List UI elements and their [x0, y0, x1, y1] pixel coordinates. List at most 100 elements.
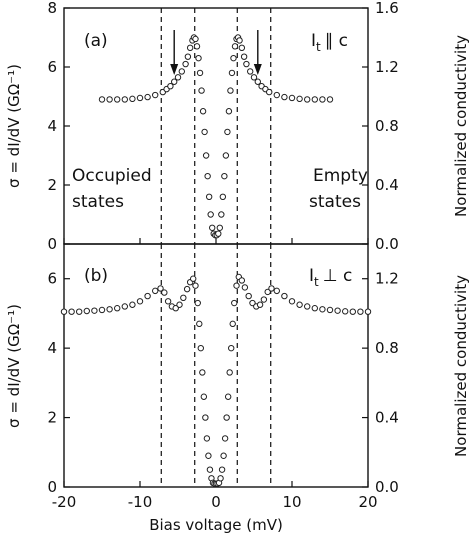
data-point-b-65: [311, 305, 318, 312]
x-tick-label-2: 0: [211, 493, 221, 511]
data-point-a-12: [174, 74, 182, 81]
data-point-a-65: [326, 96, 334, 103]
panel-b-orientation: It ⊥ c: [309, 266, 352, 289]
data-point-a-30: [209, 224, 216, 231]
y2-tick-label-a-4: 1.6: [375, 0, 399, 17]
panel-b-ticks: 0 2 4 6 0.0 0.4 0.8 1.2 -20 -10 0 10 20: [47, 270, 398, 511]
data-point-b-20: [183, 285, 191, 293]
data-point-b-8: [121, 303, 129, 310]
data-point-b-61: [281, 292, 288, 300]
data-point-b-14: [161, 289, 168, 296]
data-point-a-62: [304, 96, 311, 103]
panel-b-orientation-sub: t: [314, 275, 319, 289]
panel-a-data-points: [98, 34, 334, 239]
data-point-a-52: [247, 68, 254, 75]
data-point-b-43: [223, 414, 230, 421]
data-point-a-64: [319, 96, 326, 103]
data-point-b-7: [114, 305, 121, 312]
data-point-a-36: [218, 211, 225, 218]
data-point-b-22: [190, 275, 197, 282]
data-point-b-49: [233, 282, 240, 289]
data-point-a-3: [121, 96, 129, 103]
data-point-a-4: [129, 95, 136, 103]
data-point-a-24: [199, 108, 207, 115]
data-point-b-1: [68, 308, 75, 315]
y2-tick-label-b-2: 0.8: [375, 339, 399, 357]
panel-b-label: (b): [84, 266, 108, 286]
data-point-b-56: [256, 301, 264, 308]
y2-tick-label-b-0: 0.0: [375, 478, 399, 496]
data-point-a-23: [198, 87, 205, 94]
y-tick-label-a-2: 4: [47, 117, 57, 135]
data-point-a-27: [204, 172, 211, 180]
data-point-b-69: [342, 308, 349, 315]
y-tick-label-a-4: 8: [47, 0, 57, 17]
data-point-b-44: [224, 393, 232, 400]
data-point-a-19: [192, 35, 199, 43]
data-point-a-63: [311, 96, 318, 103]
data-point-a-48: [236, 37, 243, 44]
data-point-b-48: [231, 299, 238, 307]
data-point-b-15: [164, 298, 172, 305]
data-point-b-71: [357, 308, 364, 315]
data-point-a-61: [296, 95, 303, 103]
empty-states-line1: Empty: [313, 166, 368, 186]
data-point-b-19: [180, 294, 187, 302]
panel-a-orientation-sub: t: [316, 40, 321, 54]
data-point-a-40: [224, 128, 231, 136]
occupied-states-line1: Occupied: [72, 166, 152, 186]
data-point-b-66: [319, 306, 326, 313]
data-point-a-29: [207, 211, 214, 218]
empty-states-line2: states: [309, 192, 361, 212]
data-point-b-29: [202, 414, 209, 421]
y-tick-label-b-2: 4: [47, 339, 57, 357]
data-point-b-63: [296, 301, 303, 308]
x-tick-label-0: -20: [52, 493, 77, 511]
data-point-b-52: [241, 284, 249, 291]
panel-b-dashed-lines: [160, 244, 272, 487]
data-point-a-57: [266, 88, 273, 96]
data-point-b-54: [249, 299, 256, 307]
data-point-b-28: [200, 393, 208, 400]
data-point-a-37: [219, 193, 227, 201]
data-point-b-59: [268, 285, 275, 292]
data-point-a-53: [250, 74, 258, 81]
data-point-a-28: [205, 193, 213, 201]
y-tick-label-a-0: 0: [47, 235, 57, 253]
data-point-a-51: [243, 60, 250, 68]
y-tick-label-b-0: 0: [47, 478, 57, 496]
data-point-a-1: [106, 96, 113, 103]
data-point-a-50: [240, 53, 248, 60]
data-point-a-49: [238, 44, 246, 52]
data-point-b-60: [273, 287, 280, 295]
data-point-b-41: [220, 452, 227, 459]
x-tick-label-1: -10: [128, 493, 153, 511]
data-point-b-45: [226, 369, 233, 376]
data-point-b-30: [203, 435, 211, 442]
data-point-a-11: [171, 78, 178, 85]
data-point-b-39: [217, 475, 224, 482]
data-point-a-22: [196, 69, 204, 77]
data-point-a-7: [152, 91, 159, 99]
data-point-a-5: [136, 94, 144, 102]
panel-a-label: (a): [84, 31, 108, 51]
data-point-a-54: [254, 78, 261, 85]
panel-a-ylabel: σ = dI/dV (GΩ⁻¹): [5, 64, 23, 188]
data-point-b-51: [238, 277, 246, 284]
y-tick-label-a-3: 6: [47, 58, 57, 76]
panel-a-y2label: Normalized conductivity: [452, 35, 470, 217]
data-point-b-67: [326, 306, 334, 314]
data-point-b-72: [364, 308, 372, 315]
data-point-b-6: [106, 306, 113, 313]
data-point-b-46: [228, 344, 235, 352]
data-point-a-45: [231, 43, 239, 50]
y2-tick-label-a-3: 1.2: [375, 58, 399, 76]
data-point-b-13: [157, 285, 164, 292]
panel-b: 0 2 4 6 0.0 0.4 0.8 1.2 -20 -10 0 10 20 (b) It ⊥ c σ …: [5, 243, 470, 534]
data-point-a-16: [186, 44, 194, 52]
x-axis-label: Bias voltage (mV): [149, 516, 283, 534]
data-point-b-62: [288, 298, 296, 305]
data-point-b-24: [194, 299, 201, 307]
